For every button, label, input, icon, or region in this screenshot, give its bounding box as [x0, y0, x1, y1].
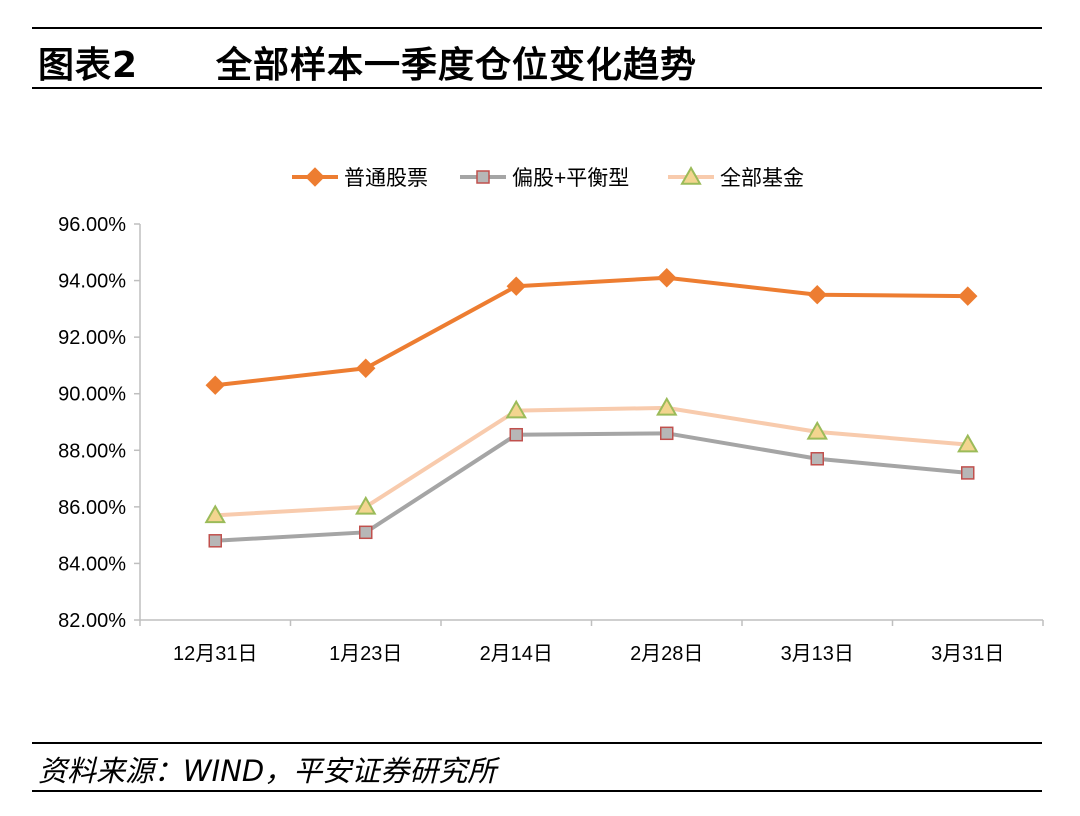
y-tick-label: 84.00%	[58, 553, 126, 575]
diamond-marker	[506, 276, 526, 296]
square-marker	[208, 534, 222, 548]
x-tick-label: 3月31日	[931, 643, 1004, 665]
legend-item: 普通股票	[292, 167, 428, 190]
square-marker	[509, 427, 523, 442]
diamond-marker	[958, 286, 978, 306]
y-tick-label: 92.00%	[58, 327, 126, 349]
triangle-marker	[680, 165, 702, 185]
series-2	[204, 396, 979, 524]
series-line	[213, 431, 970, 543]
x-tick-label: 1月23日	[329, 643, 402, 665]
diamond-marker	[807, 285, 827, 305]
y-tick-label: 82.00%	[58, 610, 126, 632]
axes: 82.00% 84.00% 86.00% 88.00% 90.00% 92.00% 94.0…	[58, 214, 1044, 665]
legend-label: 偏股+平衡型	[512, 167, 629, 190]
x-tick-label: 2月14日	[480, 643, 553, 665]
triangle-marker	[806, 420, 828, 440]
diamond-marker	[356, 358, 376, 378]
series-line	[213, 405, 970, 518]
chart-title: 全部样本一季度仓位变化趋势	[216, 45, 698, 86]
series-0	[205, 268, 978, 395]
legend: 普通股票 偏股+平衡型 全部基金	[292, 165, 804, 190]
series-1	[208, 426, 975, 548]
bottom-rule	[32, 790, 1042, 792]
triangle-marker	[656, 396, 678, 416]
x-tick-label: 12月31日	[173, 643, 258, 665]
y-tick-label: 86.00%	[58, 497, 126, 519]
square-marker	[660, 426, 674, 441]
legend-item: 全部基金	[668, 165, 804, 190]
diamond-marker	[657, 268, 677, 288]
legend-label: 普通股票	[344, 167, 428, 190]
figure-number: 图表2	[38, 45, 139, 86]
series-line	[213, 275, 970, 388]
top-rule	[32, 27, 1042, 29]
triangle-marker	[355, 495, 377, 515]
triangle-marker	[957, 433, 979, 453]
triangle-marker	[505, 399, 527, 419]
source-note: 资料来源：WIND，平安证券研究所	[38, 754, 497, 788]
y-tick-label: 88.00%	[58, 440, 126, 462]
x-tick-label: 3月13日	[781, 643, 854, 665]
square-marker	[961, 466, 975, 480]
square-marker	[476, 170, 490, 184]
legend-label: 全部基金	[720, 167, 804, 190]
y-tick-label: 94.00%	[58, 271, 126, 293]
y-tick-label: 90.00%	[58, 384, 126, 406]
source-top-rule	[32, 742, 1042, 744]
legend-item: 偏股+平衡型	[460, 167, 629, 190]
series-layer	[204, 268, 979, 548]
triangle-marker	[204, 504, 226, 524]
y-tick-label: 96.00%	[58, 214, 126, 236]
diamond-marker	[305, 167, 325, 187]
diamond-marker	[205, 375, 225, 395]
square-marker	[359, 525, 373, 540]
square-marker	[810, 452, 824, 466]
x-tick-label: 2月28日	[630, 643, 703, 665]
figure-title: 图表2 全部样本一季度仓位变化趋势	[38, 36, 697, 88]
title-rule	[32, 87, 1042, 89]
